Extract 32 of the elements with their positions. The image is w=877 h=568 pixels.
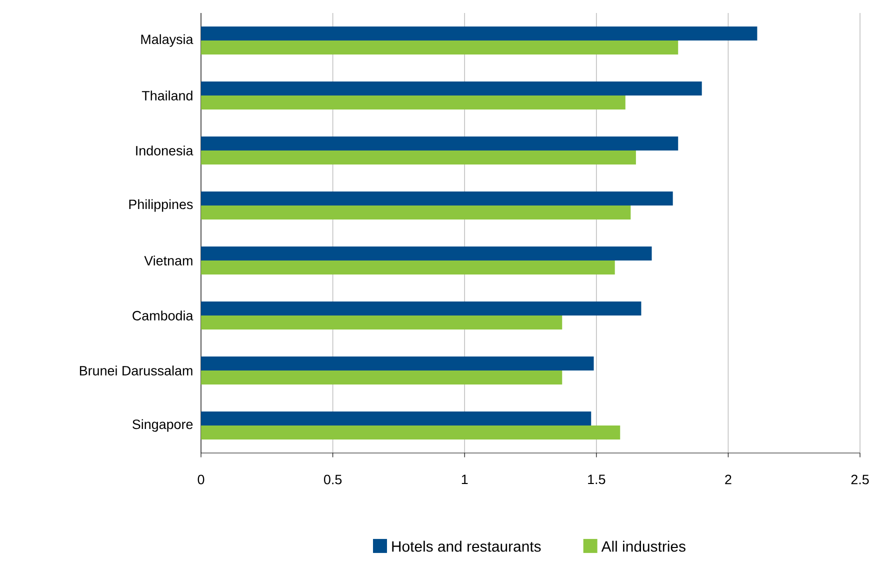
bar [201, 412, 592, 426]
bar [201, 192, 673, 206]
x-tick-label: 1.5 [588, 474, 606, 484]
bar [201, 316, 562, 330]
bar [201, 40, 678, 55]
legend-label: All industries [601, 540, 686, 552]
bar [201, 246, 652, 261]
x-tick-label: 1 [462, 474, 468, 484]
y-tick-label: Philippines [129, 199, 193, 212]
bar [201, 96, 626, 110]
bar [201, 136, 678, 151]
bar [201, 302, 642, 316]
legend-label: Hotels and restaurants [392, 540, 541, 552]
bar [201, 82, 702, 96]
bar [201, 26, 758, 41]
y-tick-label: Brunei Darussalam [80, 366, 192, 376]
x-tick-label: 0 [198, 474, 204, 484]
y-tick-label: Singapore [132, 419, 193, 432]
y-tick-label: Cambodia [132, 310, 194, 320]
x-tick-label: 2 [725, 474, 732, 484]
y-tick-label: Thailand [142, 90, 192, 100]
bar [201, 150, 636, 165]
x-tick-label: 0.5 [324, 474, 342, 484]
bar [201, 370, 562, 385]
bar [201, 426, 620, 440]
y-tick-label: Vietnam [144, 256, 192, 266]
y-tick-label: Indonesia [136, 146, 194, 156]
bar [201, 356, 594, 371]
y-tick-label: Malaysia [141, 34, 194, 47]
bar [201, 260, 615, 275]
x-tick-label: 2.5 [851, 474, 869, 484]
bar [201, 206, 631, 220]
